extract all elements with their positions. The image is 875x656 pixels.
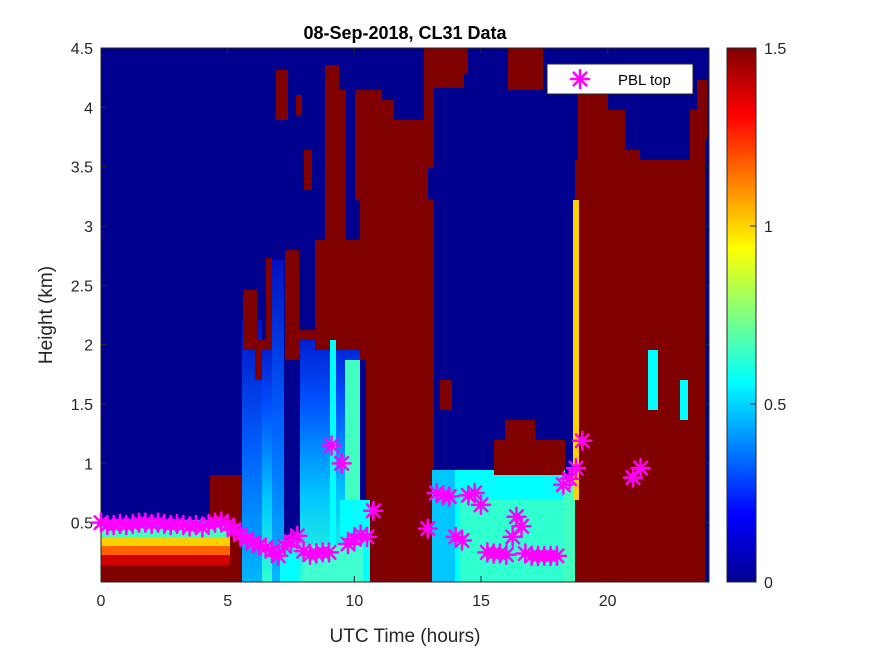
y-tick-label: 1.5 [71, 397, 93, 414]
colorbar-ticks: 0 0.5 1 1.5 [750, 41, 786, 592]
x-tick-label: 0 [97, 593, 106, 610]
legend-marker-asterisk [569, 68, 591, 90]
pbl-top-marker [502, 526, 523, 548]
y-tick-label: 2.5 [71, 278, 93, 295]
y-tick-label: 2 [84, 338, 93, 355]
pbl-top-marker [565, 457, 587, 479]
pbl-top-marker [622, 467, 644, 488]
pbl-top-marker [287, 525, 308, 546]
chart-title: 08-Sep-2018, CL31 Data [303, 23, 507, 43]
plot-area-frame [100, 47, 710, 583]
legend: PBL top [546, 63, 694, 95]
colorbar: 0 0.5 1 1.5 [726, 41, 786, 592]
colorbar-tick-label: 0.5 [764, 397, 786, 414]
y-tick-label: 4 [84, 100, 93, 117]
colorbar-tick-label: 1.5 [764, 41, 786, 58]
pbl-top-marker [572, 430, 593, 452]
pbl-top-marker [417, 518, 439, 539]
pbl-top-marker [511, 515, 532, 537]
pbl-top-marker [356, 526, 378, 548]
x-axis-label: UTC Time (hours) [330, 626, 481, 647]
pbl-top-marker [331, 453, 352, 474]
pbl-top-marker [439, 486, 460, 507]
pbl-top-marker [363, 500, 384, 522]
y-tick-label: 1 [84, 456, 93, 473]
x-tick-label: 10 [345, 593, 363, 610]
pbl-top-marker [546, 545, 568, 567]
pbl-top-marker [496, 544, 517, 565]
legend-asterisk-icon [569, 68, 591, 90]
pbl-top-marker [321, 435, 342, 456]
x-tick-label: 20 [599, 593, 617, 610]
y-tick-label: 3 [84, 219, 93, 236]
pbl-top-series [90, 430, 651, 567]
colorbar-tick-label: 0 [764, 575, 773, 592]
y-tick-label: 4.5 [71, 41, 93, 58]
legend-entry-pbl-top: PBL top [618, 72, 671, 89]
x-tick-label: 15 [472, 593, 490, 610]
colorbar-tick-label: 1 [764, 219, 773, 236]
x-axis: 0 5 10 15 20 [97, 48, 617, 610]
pbl-top-marker [630, 457, 651, 479]
pbl-top-marker [559, 468, 580, 490]
pbl-top-marker [318, 542, 340, 563]
y-tick-label: 3.5 [71, 160, 93, 177]
y-tick-label: 0.5 [71, 516, 93, 533]
colorbar-gradient [726, 47, 757, 583]
y-axis-label: Height (km) [36, 266, 57, 364]
pbl-top-marker [451, 530, 473, 551]
y-axis: 0.5 1 1.5 2 2.5 3 3.5 4 4.5 [71, 41, 709, 533]
x-tick-label: 5 [223, 593, 232, 610]
pbl-top-marker [470, 494, 492, 516]
backscatter-heatmap [101, 48, 709, 582]
